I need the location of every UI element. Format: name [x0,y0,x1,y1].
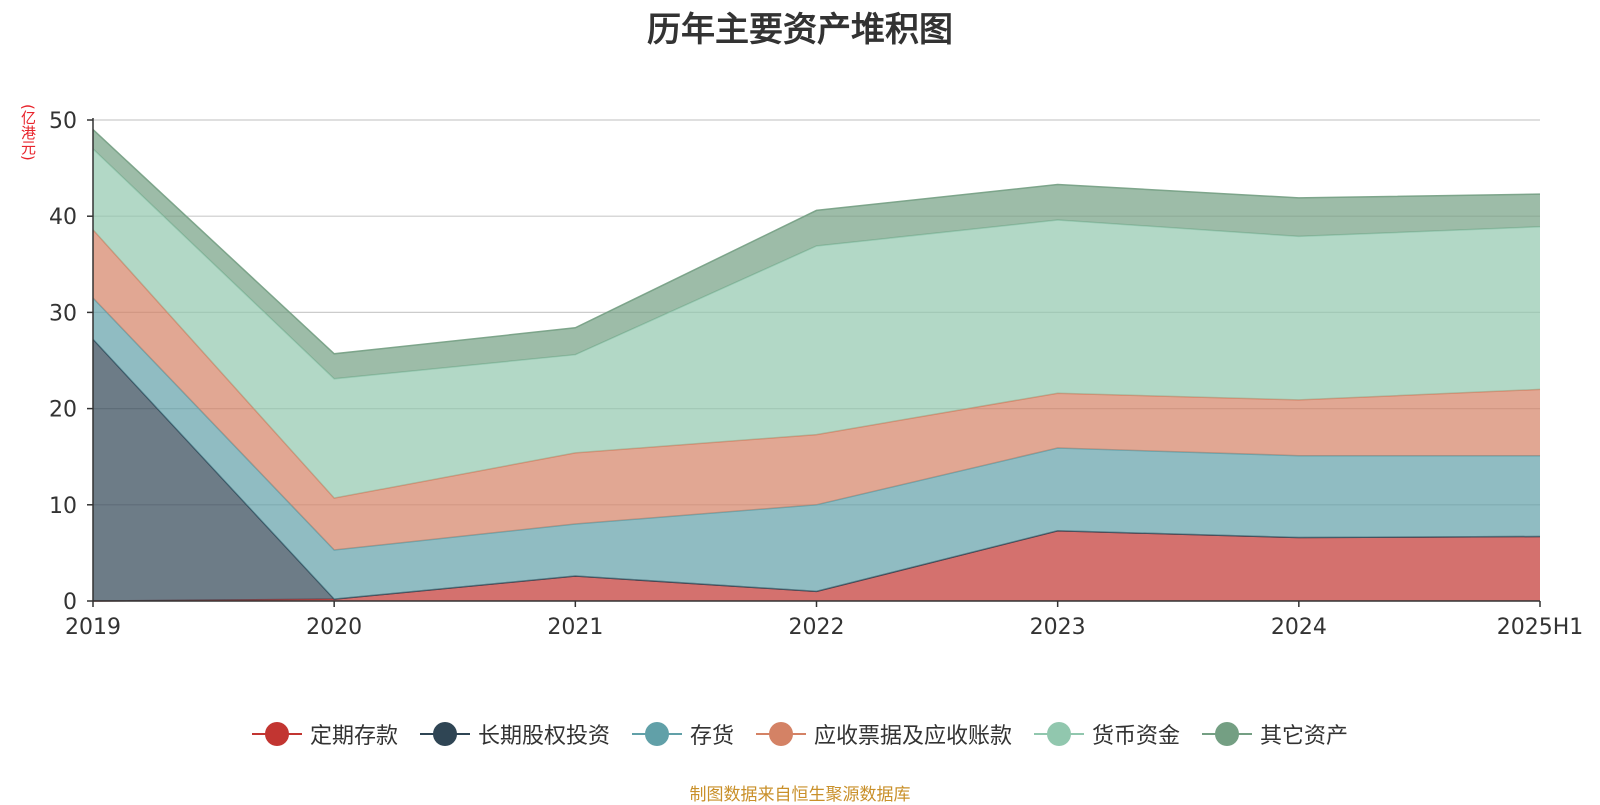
legend-item-4[interactable]: 货币资金 [1034,718,1180,750]
legend-item-2[interactable]: 存货 [631,718,734,750]
legend-marker-icon [419,721,470,747]
area-series-1 [93,339,1540,601]
y-tick-label: 40 [49,205,77,230]
legend-label: 其它资产 [1260,724,1349,749]
legend-item-0[interactable]: 定期存款 [251,718,398,750]
y-tick-label: 10 [49,494,77,519]
legend-item-3[interactable]: 应收票据及应收账款 [756,718,1012,750]
legend-item-1[interactable]: 长期股权投资 [419,718,610,750]
y-tick-label: 50 [49,109,77,134]
area-series-0 [93,530,1540,601]
legend-item-5[interactable]: 其它资产 [1202,718,1348,750]
chart-title: 历年主要资产堆积图 [647,10,953,50]
legend-label: 存货 [689,724,734,749]
legend-marker-icon [251,721,302,747]
legend-label: 长期股权投资 [477,724,610,749]
stacked-area-chart: 0 10 20 30 40 50 2019 2020 2021 2022 2023 2024 2025… [49,109,1583,640]
area-series-2 [93,298,1540,600]
y-tick-labels: 0 10 20 30 40 50 [49,109,93,615]
y-tick-label: 20 [49,398,77,423]
x-tick-label: 2019 [65,615,121,640]
y-tick-label: 30 [49,301,77,326]
area-series-3 [93,229,1540,550]
area-series-line-5 [92,129,1541,355]
legend-marker-icon [756,721,806,747]
legend-marker-icon [1034,721,1085,747]
x-tick-label: 2022 [789,615,845,640]
x-tick-label: 2024 [1271,615,1327,640]
y-axis-unit-label: (亿港元) [19,104,37,161]
area-series-4 [93,148,1540,499]
legend-label: 定期存款 [309,724,398,749]
legend-marker-icon [1202,721,1253,747]
legend: 定期存款 长期股权投资 存货 应收票据及应收账款 货币资金 其它资产 [0,718,1600,750]
legend-label: 应收票据及应收账款 [814,724,1013,749]
legend-marker-icon [631,721,682,747]
x-tick-label: 2020 [306,615,362,640]
y-tick-label: 0 [63,590,77,615]
x-tick-labels: 2019 2020 2021 2022 2023 2024 2025H1 [65,601,1583,640]
x-tick-label: 2021 [547,615,603,640]
area-series-group [92,129,1541,602]
x-tick-label: 2023 [1030,615,1086,640]
x-tick-label: 2025H1 [1497,615,1584,640]
source-note: 制图数据来自恒生聚源数据库 [689,785,911,805]
legend-label: 货币资金 [1092,724,1181,749]
